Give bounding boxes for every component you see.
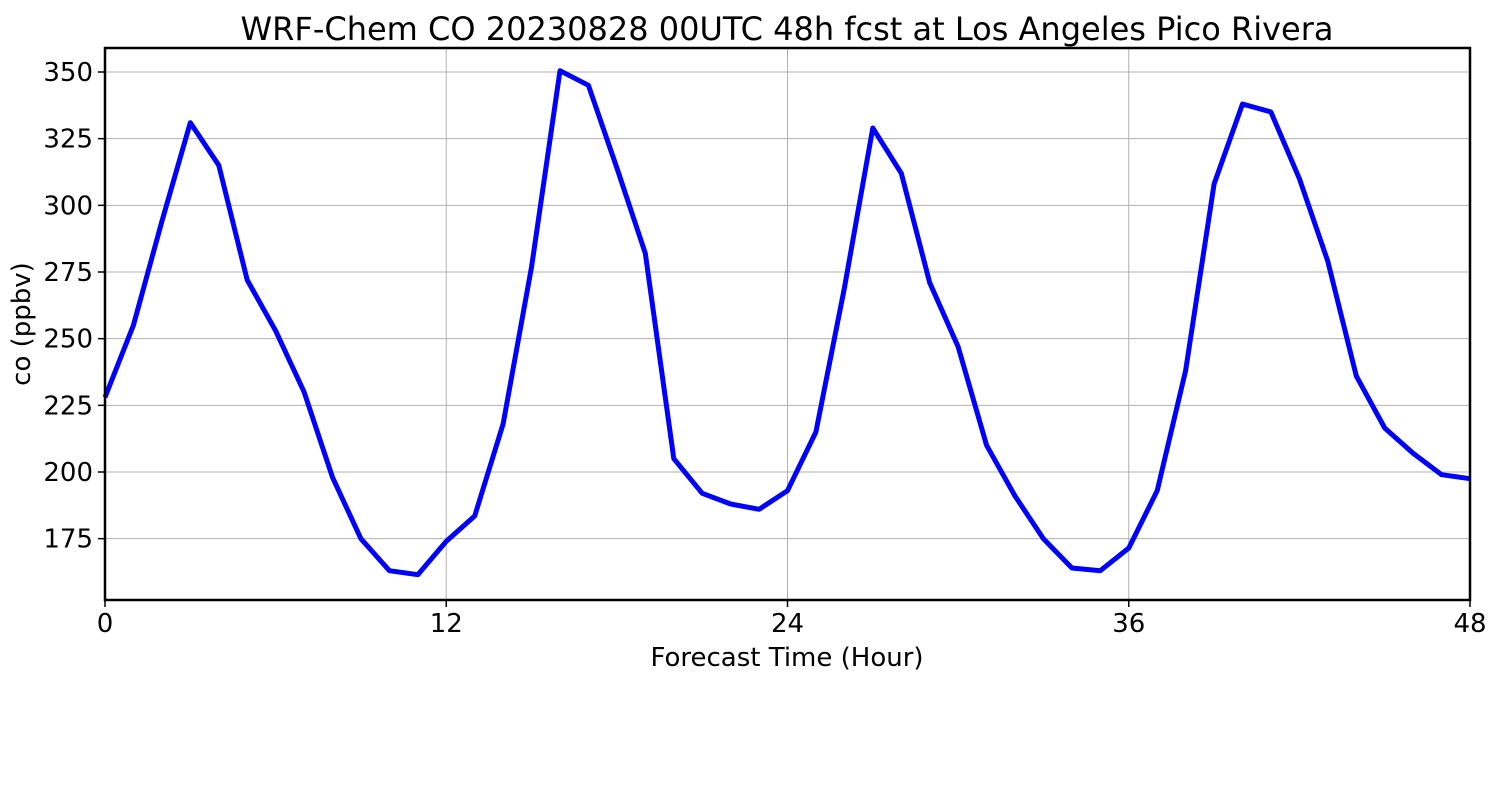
x-tick-label: 36	[1112, 609, 1145, 639]
x-tick-label: 12	[430, 609, 463, 639]
x-tick-label: 0	[97, 609, 114, 639]
x-tick-label: 48	[1453, 609, 1486, 639]
grid-lines	[104, 48, 1471, 600]
series-line-co	[102, 68, 1471, 578]
y-tick-label: 275	[43, 258, 93, 288]
x-axis: 0 12 24 36 48	[97, 600, 1487, 639]
x-tick-label: 24	[771, 609, 804, 639]
chart-title: WRF-Chem CO 20230828 00UTC 48h fcst at L…	[241, 10, 1334, 48]
y-tick-label: 325	[43, 125, 93, 155]
y-tick-label: 175	[43, 525, 93, 555]
y-axis: 175 200 225 250 275 300 325 350	[43, 58, 105, 555]
y-tick-label: 350	[43, 58, 93, 88]
y-tick-label: 250	[43, 325, 93, 355]
x-axis-label: Forecast Time (Hour)	[650, 643, 923, 673]
y-axis-label: co (ppbv)	[7, 262, 37, 386]
y-tick-label: 225	[43, 391, 93, 421]
series-group	[102, 68, 1471, 578]
y-tick-label: 200	[43, 458, 93, 488]
y-tick-label: 300	[43, 191, 93, 221]
